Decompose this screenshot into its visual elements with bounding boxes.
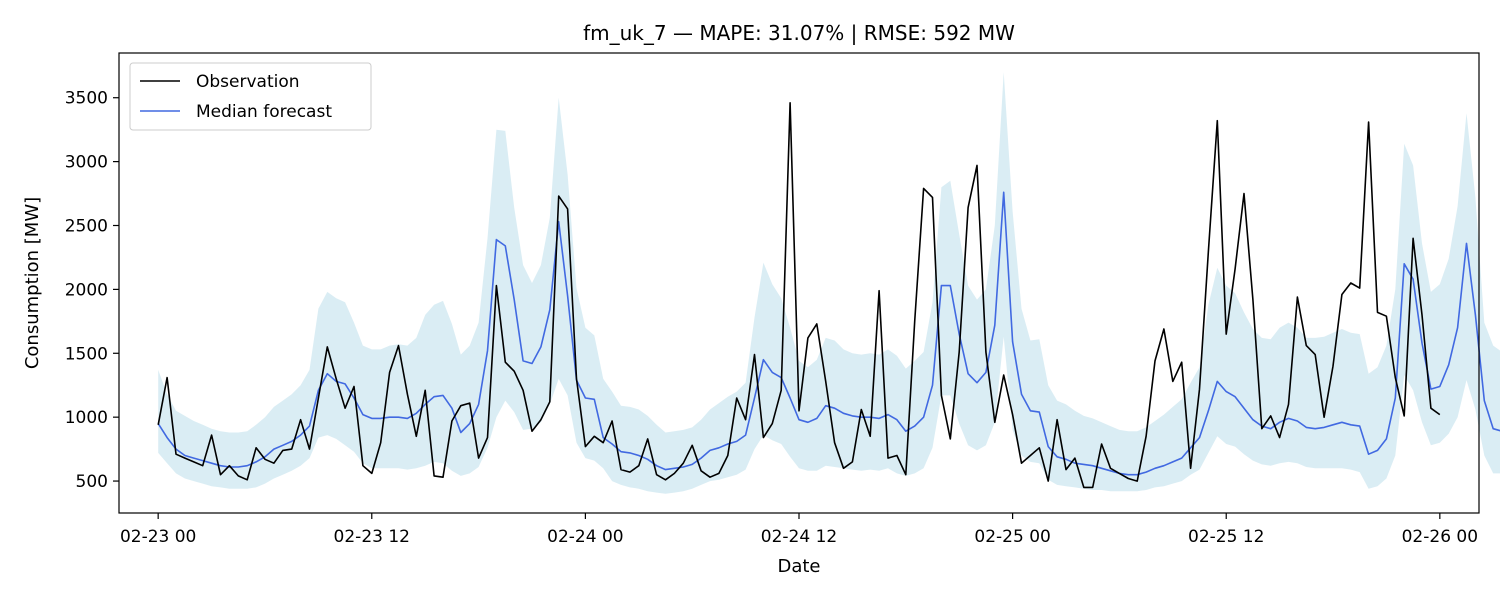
x-tick-label: 02-26 00 [1402, 527, 1478, 547]
y-tick-label: 1500 [65, 344, 108, 364]
y-axis-label: Consumption [MW] [22, 197, 43, 369]
y-tick-label: 1000 [65, 408, 108, 428]
confidence-band [158, 72, 1500, 494]
legend-box [129, 62, 372, 131]
x-tick-label: 02-23 12 [334, 527, 410, 547]
x-tick-label: 02-24 12 [761, 527, 837, 547]
x-tick-label: 02-25 12 [1188, 527, 1264, 547]
y-tick-label: 2000 [65, 280, 108, 300]
x-tick-label: 02-24 00 [547, 527, 623, 547]
y-tick-label: 3000 [65, 153, 108, 173]
x-tick-label: 02-23 00 [120, 527, 196, 547]
x-tick-label: 02-25 00 [974, 527, 1050, 547]
x-axis-label: Date [777, 556, 820, 577]
y-tick-label: 2500 [65, 217, 108, 237]
series-layer [157, 102, 1500, 489]
confidence-band-layer [158, 72, 1500, 494]
series-line-observation [157, 102, 1441, 489]
y-tick-label: 500 [76, 472, 108, 492]
chart-title: fm_uk_7 — MAPE: 31.07% | RMSE: 592 MW [583, 21, 1015, 45]
y-axis-ticks: 500 1000 1500 2000 2500 3000 3500 [65, 89, 119, 492]
x-axis-ticks: 02-23 00 02-23 12 02-24 00 02-24 12 02-25 00… [120, 513, 1478, 547]
legend-label-median-forecast: Median forecast [196, 102, 332, 122]
legend-label-observation: Observation [196, 72, 300, 92]
legend: Observation Median forecast [129, 62, 372, 131]
y-tick-label: 3500 [65, 89, 108, 109]
